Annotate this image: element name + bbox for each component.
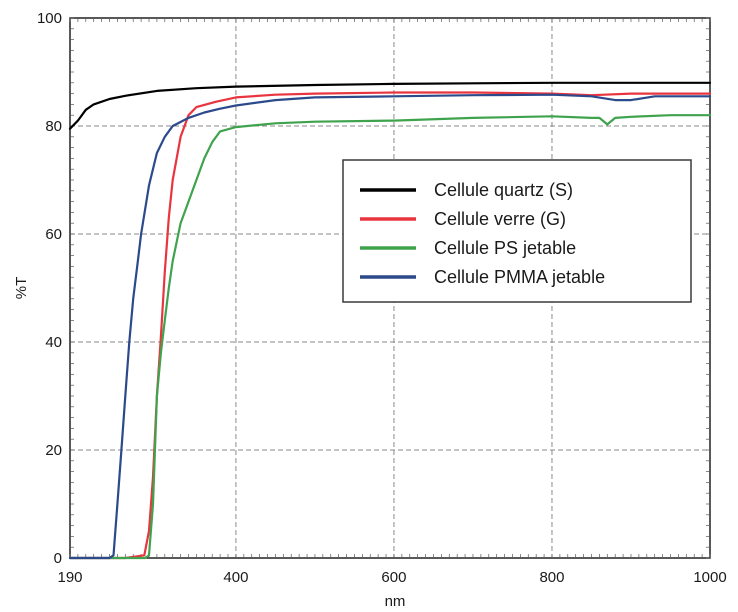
legend-items: Cellule quartz (S) Cellule verre (G) Cellu… xyxy=(360,180,605,287)
axis-ticks: 190 400 600 800 1000 0 20 40 60 80 100 xyxy=(37,10,727,586)
x-tick-label: 800 xyxy=(539,569,564,586)
y-tick-label: 0 xyxy=(54,550,62,567)
series-line-3 xyxy=(68,114,712,560)
y-tick-label: 80 xyxy=(45,118,62,135)
y-tick-label: 60 xyxy=(45,226,62,243)
x-tick-label: 1000 xyxy=(693,569,726,586)
legend-label: Cellule quartz (S) xyxy=(434,180,573,200)
series-line-1 xyxy=(68,81,712,130)
legend-label: Cellule verre (G) xyxy=(434,209,566,229)
y-tick-label: 100 xyxy=(37,10,62,27)
y-tick-label: 20 xyxy=(45,442,62,459)
y-axis-title: %T xyxy=(13,277,30,300)
x-axis-title: nm xyxy=(385,593,406,610)
series-line-4 xyxy=(68,93,712,560)
y-tick-label: 40 xyxy=(45,334,62,351)
legend-label: Cellule PS jetable xyxy=(434,238,576,258)
x-tick-label: 190 xyxy=(57,569,82,586)
x-tick-label: 400 xyxy=(223,569,248,586)
x-tick-label: 600 xyxy=(381,569,406,586)
legend: Cellule quartz (S) Cellule verre (G) Cellu… xyxy=(342,159,692,303)
series-lines xyxy=(68,81,712,560)
legend-label: Cellule PMMA jetable xyxy=(434,267,605,287)
